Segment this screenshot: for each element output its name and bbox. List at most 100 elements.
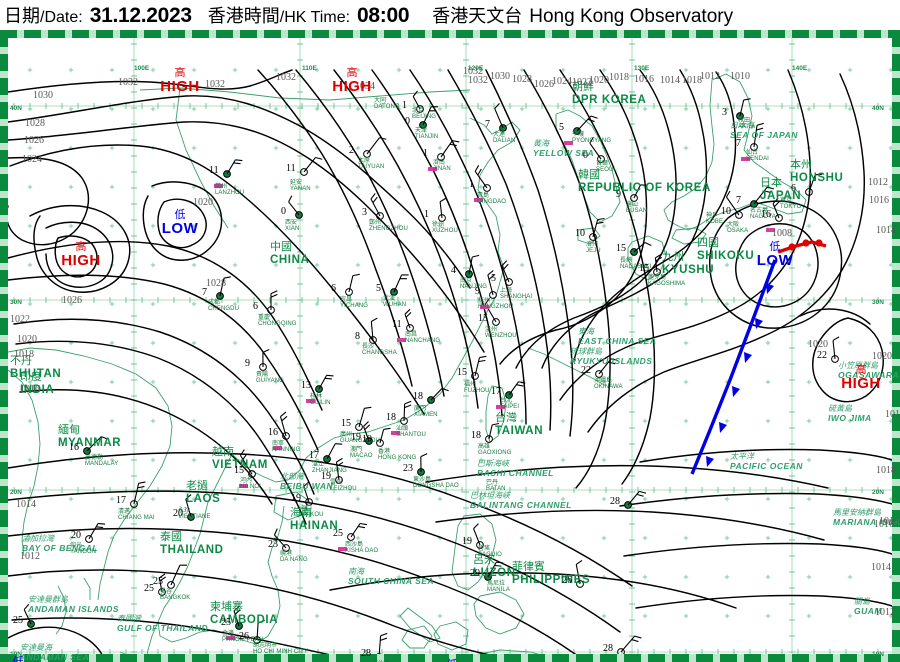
isobar-label: 1020: [589, 75, 609, 86]
station-plot: [412, 90, 424, 113]
station-plot: [617, 635, 642, 656]
map-border-left: [0, 30, 8, 662]
wind-barb-feather: [516, 384, 524, 387]
graticule-dot: [683, 184, 689, 190]
wind-barb-feather: [380, 632, 388, 637]
station-plot: [369, 317, 378, 344]
sea-label-cjk: 東海: [578, 327, 594, 336]
city-label: BANGKOK: [160, 595, 191, 601]
station-plot: [485, 422, 500, 443]
station-circle: [597, 155, 605, 163]
isobar-label: 1030: [490, 71, 510, 82]
station-circle: [282, 432, 290, 440]
graticule-dot: [232, 301, 238, 307]
graticule-dot: [601, 496, 607, 502]
city-label: HA NOI: [240, 484, 261, 490]
station-circle: [158, 588, 166, 596]
wind-barb-feather: [474, 165, 480, 172]
station-temperature: 19: [362, 434, 372, 445]
sea-label: OGASAWARA ISLANDS: [838, 370, 900, 380]
wind-barb-feather: [590, 115, 598, 119]
station-temperature: 7: [736, 138, 741, 149]
city-label-cjk: 大阪: [727, 222, 740, 228]
station-temperature: 28: [603, 643, 613, 654]
precip-symbol: [496, 405, 505, 409]
wind-barb-feather: [380, 637, 388, 641]
station-plot: [83, 436, 108, 455]
graticule-dot: [191, 262, 197, 268]
city-label-cjk: 金邊: [222, 631, 235, 637]
city-label: PHNOM PENH: [222, 637, 264, 643]
graticule-dot: [519, 574, 525, 580]
graticule-dot: [478, 106, 484, 112]
station-temperature: 18: [413, 391, 423, 402]
graticule-dot: [437, 223, 443, 229]
graticule-dot: [355, 145, 361, 151]
wind-barb-feather: [383, 427, 391, 431]
precip-symbol: [239, 484, 248, 488]
wind-barb-feather: [137, 485, 145, 489]
time-value: 08:00: [357, 4, 410, 27]
graticule-dot: [232, 262, 238, 268]
graticule-dot: [191, 496, 197, 502]
station-plot: [575, 559, 584, 588]
station-plot: [363, 137, 387, 158]
station-plot: [624, 490, 647, 509]
pressure-centre-label: HIGH: [332, 78, 372, 95]
wind-barb-feather: [587, 118, 595, 123]
wind-barb-feather: [233, 605, 240, 612]
graticule-dot: [314, 223, 320, 229]
graticule-dot: [273, 67, 279, 73]
city-label: NAGOYA: [750, 214, 776, 220]
wind-barb-shaft: [348, 275, 354, 293]
graticule-dot: [683, 67, 689, 73]
graticule-dot: [396, 574, 402, 580]
station-plot: [595, 358, 619, 378]
graticule-dot: [560, 496, 566, 502]
graticule-dot: [765, 613, 771, 619]
station-plot: [158, 573, 167, 596]
city-label-cjk: 大同: [374, 98, 387, 104]
station-plot: [474, 165, 491, 192]
wind-barb-feather: [404, 400, 412, 405]
map-border-bottom: [0, 654, 900, 662]
city-label-cjk: 鄭州: [369, 220, 382, 226]
graticule-dot: [519, 184, 525, 190]
graticule-dot: [314, 613, 320, 619]
graticule-dot: [27, 106, 33, 112]
graticule-dot: [478, 457, 484, 463]
sea-label-cjk: 琉球群島: [570, 347, 602, 356]
city-label-cjk: 廈門: [414, 406, 427, 412]
wind-barb-feather: [280, 411, 287, 417]
country-label-cjk: 日本: [760, 177, 782, 189]
isobar-label: 1012: [875, 607, 895, 618]
graticule-dot: [765, 262, 771, 268]
graticule-dot: [355, 574, 361, 580]
wind-barb-feather: [324, 377, 332, 380]
graticule-dot: [601, 67, 607, 73]
isobar-label: 1020: [193, 197, 213, 208]
station-circle: [492, 318, 500, 326]
sea-label: GULF OF THAILAND: [117, 623, 209, 633]
station-circle: [576, 580, 584, 588]
pressure-centre-label: HIGH: [61, 252, 101, 269]
station-plot: [185, 494, 195, 521]
isobar-label: 1026: [534, 79, 554, 90]
wind-barb-feather: [223, 276, 231, 279]
station-plot: [239, 449, 256, 478]
city-label: XUZHOU: [432, 228, 458, 234]
graticule-dot: [478, 379, 484, 385]
graticule-dot: [765, 340, 771, 346]
station-plot: [390, 274, 409, 296]
sea-label-cjk: 硫黃島: [828, 404, 852, 413]
graticule-dot: [806, 613, 812, 619]
high-pressure-marker: 高 HIGH: [330, 68, 374, 95]
station-circle: [130, 500, 138, 508]
graticule-dot: [355, 457, 361, 463]
country-label-cjk: 四國: [697, 237, 719, 249]
city-label: LEIZHOU: [330, 486, 357, 492]
city-label: BATAN: [486, 486, 506, 492]
city-label: XIAN: [285, 226, 300, 232]
